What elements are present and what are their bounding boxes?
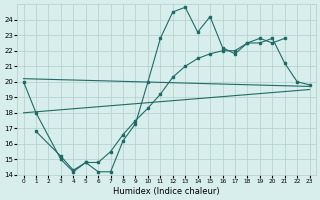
X-axis label: Humidex (Indice chaleur): Humidex (Indice chaleur) (113, 187, 220, 196)
